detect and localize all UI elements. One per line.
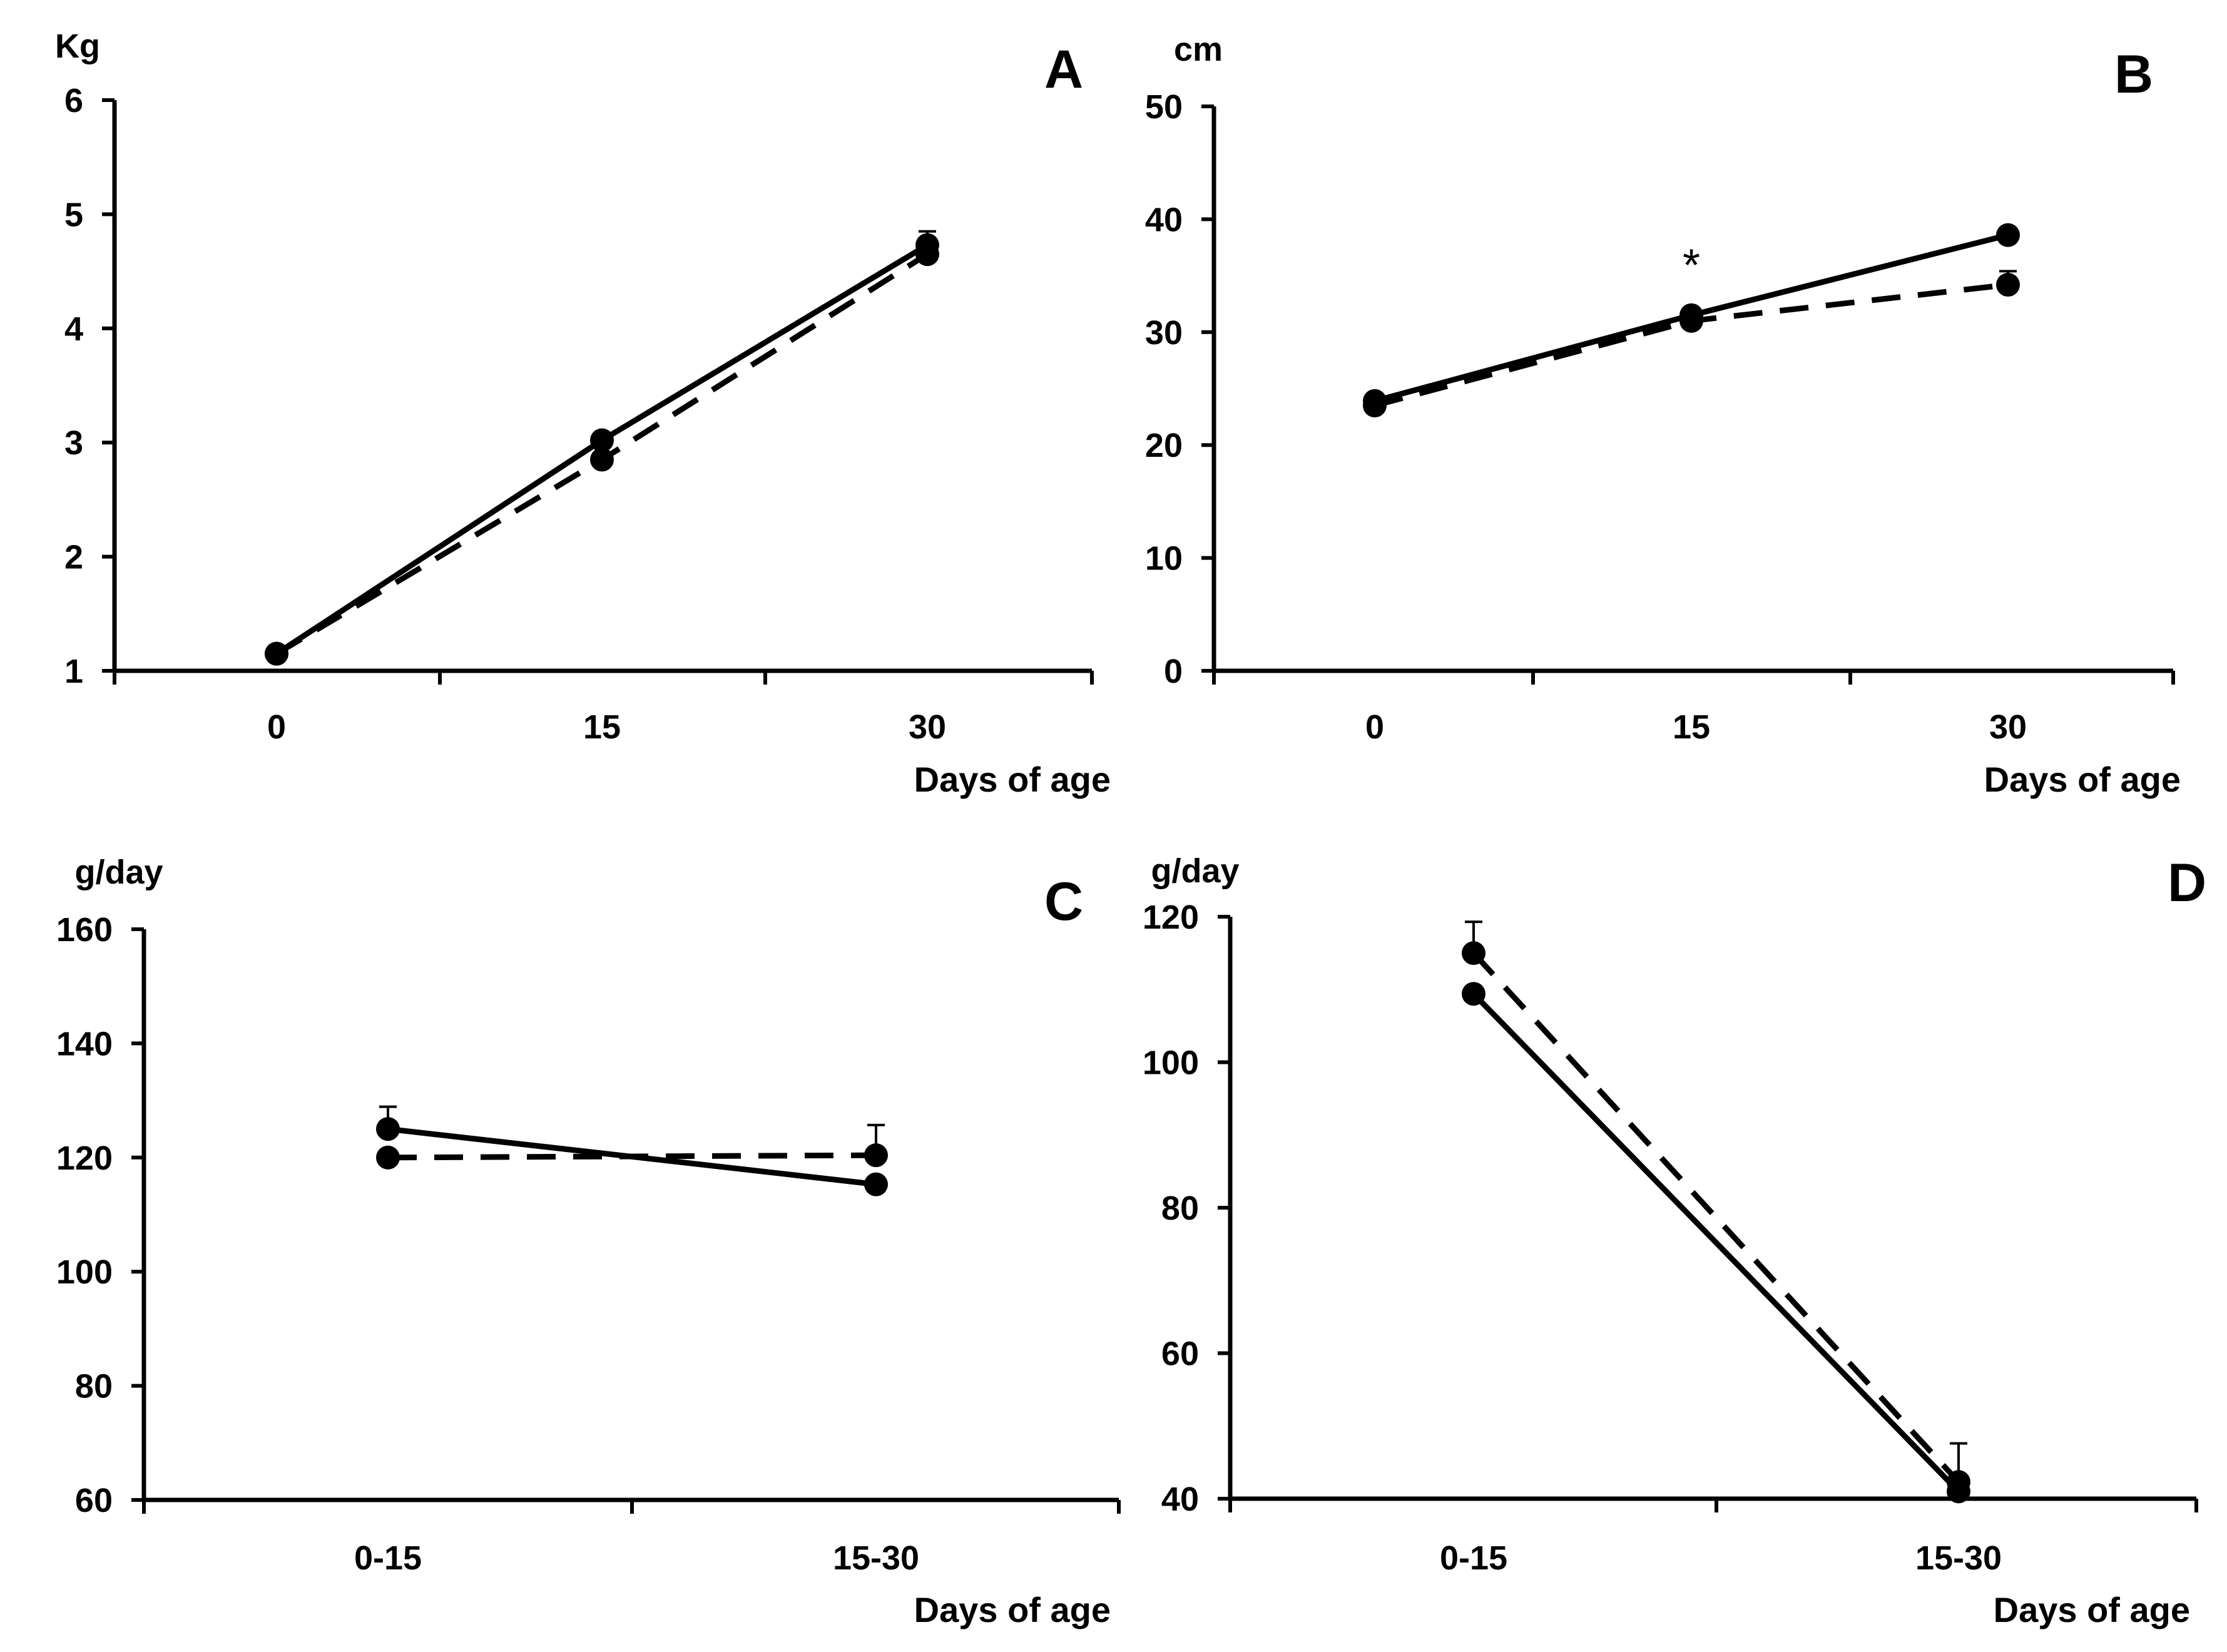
data-point-dashed xyxy=(376,1145,400,1170)
y-tick-label: 5 xyxy=(64,196,83,233)
series-line-solid xyxy=(1471,992,1961,1494)
y-tick-label: 140 xyxy=(56,1025,113,1063)
y-tick-label: 120 xyxy=(1143,899,1199,936)
data-point-dashed xyxy=(1679,308,1703,333)
panel-letter: A xyxy=(1044,39,1083,99)
y-axis-label: cm xyxy=(1174,31,1223,68)
y-tick-label: 20 xyxy=(1145,427,1183,464)
panel-letter: D xyxy=(2168,853,2206,913)
x-tick-label: 0 xyxy=(1365,708,1384,746)
data-point-dashed xyxy=(1947,1470,1970,1494)
x-tick-label: 15 xyxy=(583,708,621,746)
y-tick-label: 0 xyxy=(1164,653,1183,690)
x-axis-label: Days of age xyxy=(1984,760,2181,799)
y-tick-label: 50 xyxy=(1145,88,1183,126)
x-tick-label: 0 xyxy=(267,708,286,746)
significance-marker: * xyxy=(1683,241,1700,291)
x-tick-label: 15-30 xyxy=(833,1539,919,1577)
y-tick-label: 80 xyxy=(1161,1190,1199,1227)
data-point-solid xyxy=(864,1172,888,1196)
x-axis-label: Days of age xyxy=(914,760,1111,799)
x-tick-label: 30 xyxy=(1989,708,2027,746)
y-axis-label: g/day xyxy=(1151,852,1239,890)
panel-a: 1 2 3 4 5 6 0 15 30 Kg Days of age A xyxy=(55,28,1111,799)
y-tick-label: 30 xyxy=(1145,314,1183,352)
y-tick-label: 3 xyxy=(64,424,83,462)
x-tick-label: 15-30 xyxy=(1915,1539,2002,1577)
data-point-dashed xyxy=(590,447,614,472)
data-point-dashed xyxy=(1363,394,1387,418)
data-point-dashed xyxy=(1996,273,2020,297)
data-point-dashed xyxy=(265,641,288,666)
panel-letter: C xyxy=(1044,872,1083,932)
panel-c: 60 80 100 120 140 160 0-15 15-30 g/day Days of ag… xyxy=(56,854,1121,1629)
y-tick-label: 40 xyxy=(1161,1481,1199,1518)
y-tick-label: 100 xyxy=(56,1253,113,1291)
series-line-dashed xyxy=(1471,951,1961,1484)
data-point-dashed xyxy=(1462,941,1486,966)
x-tick-label: 30 xyxy=(909,708,946,746)
y-tick-label: 40 xyxy=(1145,201,1183,238)
data-point-solid xyxy=(1462,982,1486,1006)
x-tick-label: 0-15 xyxy=(354,1539,422,1577)
y-tick-label: 2 xyxy=(64,539,83,576)
y-axis-label: g/day xyxy=(74,854,163,891)
panel-b: 0 10 20 30 40 50 0 15 30 cm Days of age B * xyxy=(1145,31,2181,799)
x-tick-label: 15 xyxy=(1673,708,1710,746)
panel-letter: B xyxy=(2114,44,2153,105)
series-line-dashed xyxy=(1373,282,2009,409)
x-tick-label: 0-15 xyxy=(1440,1539,1507,1577)
y-tick-label: 160 xyxy=(56,911,113,949)
y-tick-label: 1 xyxy=(64,653,83,690)
y-tick-label: 60 xyxy=(75,1482,113,1519)
data-point-solid xyxy=(376,1117,400,1141)
x-axis-label: Days of age xyxy=(1994,1590,2190,1629)
y-tick-label: 100 xyxy=(1143,1044,1199,1082)
data-point-solid xyxy=(590,428,614,452)
data-point-dashed xyxy=(915,242,939,267)
y-tick-label: 60 xyxy=(1161,1335,1199,1373)
series-line-dashed xyxy=(387,1152,877,1161)
y-tick-label: 80 xyxy=(75,1368,113,1405)
data-point-dashed xyxy=(864,1143,888,1168)
x-axis-label: Days of age xyxy=(914,1590,1111,1629)
y-tick-label: 120 xyxy=(56,1140,113,1177)
data-point-solid xyxy=(1996,223,2020,247)
y-tick-label: 4 xyxy=(64,310,83,348)
y-tick-label: 10 xyxy=(1145,540,1183,578)
panel-d: 40 60 80 100 120 0-15 15-30 g/day Days of age D xyxy=(1143,852,2206,1629)
y-tick-label: 6 xyxy=(64,82,83,120)
y-axis-label: Kg xyxy=(55,28,100,65)
